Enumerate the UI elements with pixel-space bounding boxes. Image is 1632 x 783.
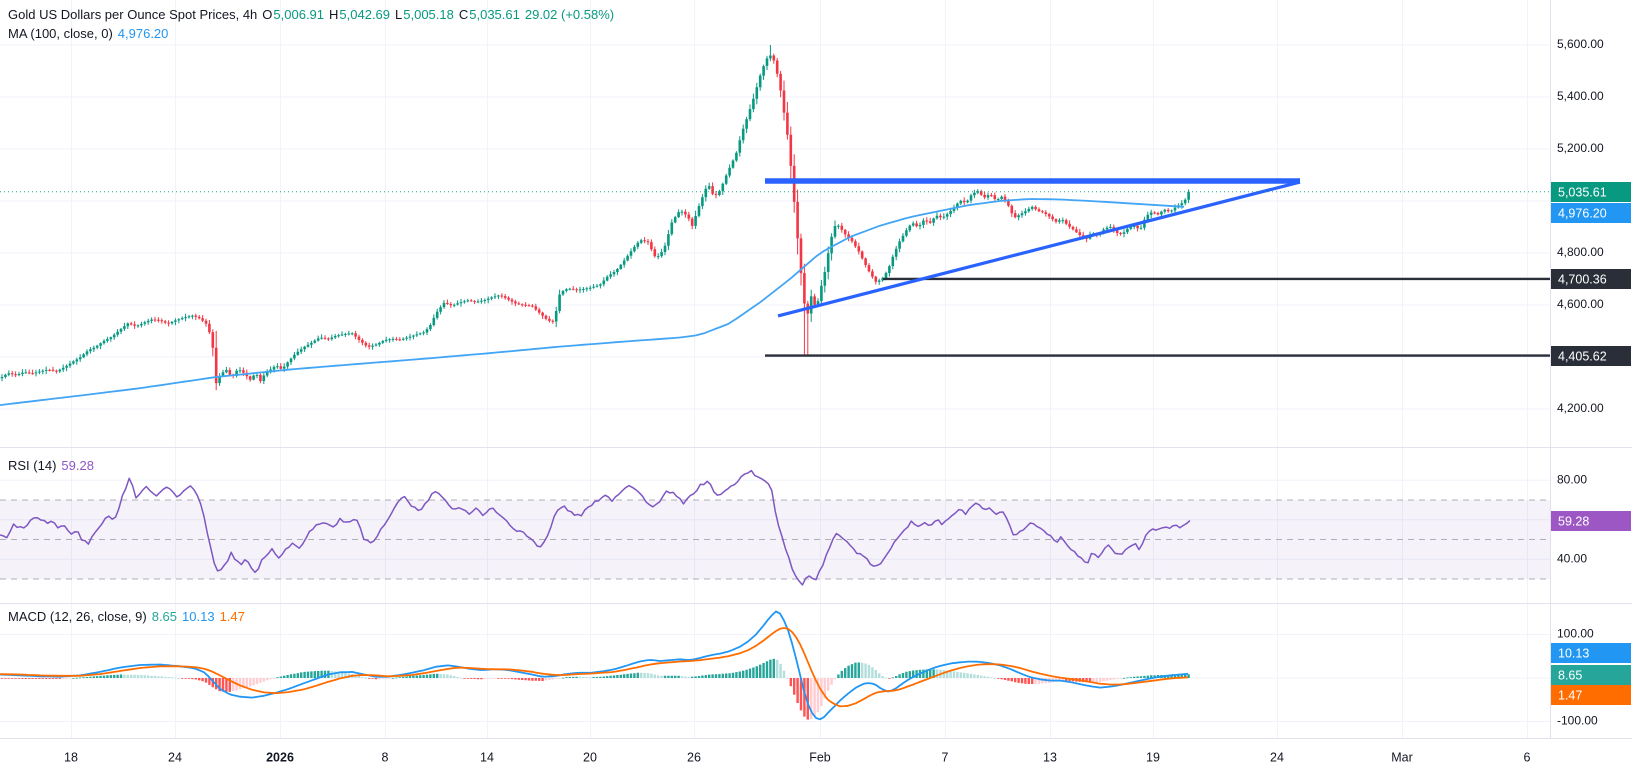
time-tick-label: 14 bbox=[480, 750, 494, 764]
change-value: 29.02 (+0.58%) bbox=[524, 7, 615, 22]
symbol-legend: Gold US Dollars per Ounce Spot Prices, 4… bbox=[8, 7, 614, 22]
time-tick-label: 26 bbox=[687, 750, 701, 764]
rsi-legend-value: 59.28 bbox=[61, 458, 94, 473]
axis-badge-label: 1.47 bbox=[1558, 688, 1582, 702]
ma-legend-value: 4,976.20 bbox=[117, 26, 169, 41]
axis-badge-label: 5,035.61 bbox=[1558, 185, 1607, 199]
time-tick-label: 24 bbox=[1270, 750, 1284, 764]
axis-badge: 59.28 bbox=[1551, 511, 1631, 531]
macd-tick-label: -100.00 bbox=[1557, 714, 1598, 728]
rsi-legend-label[interactable]: RSI (14) bbox=[8, 458, 57, 473]
rsi-tick-label: 40.00 bbox=[1557, 551, 1587, 565]
rsi-tick-label: 80.00 bbox=[1557, 472, 1587, 486]
time-tick-label: Mar bbox=[1391, 750, 1413, 764]
trend-line-drawing[interactable] bbox=[777, 180, 1301, 318]
time-tick-label: 8 bbox=[382, 750, 389, 764]
candlestick-series[interactable] bbox=[0, 45, 1190, 391]
time-tick-label: 24 bbox=[168, 750, 182, 764]
axis-badge: 1.47 bbox=[1551, 685, 1631, 705]
macd-histogram[interactable] bbox=[0, 658, 1190, 720]
axis-badge-label: 10.13 bbox=[1558, 646, 1589, 660]
macd-legend-label[interactable]: MACD (12, 26, close, 9) bbox=[8, 609, 147, 624]
time-tick-label: 2026 bbox=[266, 750, 294, 764]
ohlc-close: C 5,035.61 bbox=[458, 7, 520, 22]
axis-badge: 10.13 bbox=[1551, 643, 1631, 663]
ma-legend: MA (100, close, 0) 4,976.20 bbox=[8, 26, 168, 41]
axis-badge: 4,976.20 bbox=[1551, 203, 1631, 223]
hist-fall-up bbox=[123, 659, 996, 679]
macd-tick-label: 100.00 bbox=[1557, 627, 1594, 641]
time-tick-label: 6 bbox=[1524, 750, 1531, 764]
axis-badge-label: 4,700.36 bbox=[1558, 272, 1607, 286]
macd-hist-value: 8.65 bbox=[151, 609, 178, 624]
ma-line[interactable] bbox=[0, 198, 1185, 406]
signal-line[interactable] bbox=[0, 627, 1189, 708]
panel-separators[interactable] bbox=[0, 0, 1632, 739]
price-axis[interactable]: 5,600.00 5,400.00 5,200.00 4,800.00 4,600.00… bbox=[1551, 37, 1631, 728]
macd-signal-value: 1.47 bbox=[219, 609, 245, 624]
price-tick-label: 5,200.00 bbox=[1557, 141, 1604, 155]
ma-legend-label[interactable]: MA (100, close, 0) bbox=[8, 26, 113, 41]
time-tick-label: 18 bbox=[64, 750, 78, 764]
axis-badge-label: 8.65 bbox=[1558, 668, 1582, 682]
ohlc-high: H 5,042.69 bbox=[329, 7, 391, 22]
time-tick-label: 19 bbox=[1146, 750, 1160, 764]
axis-badge-label: 4,976.20 bbox=[1558, 206, 1607, 220]
price-tick-label: 4,200.00 bbox=[1557, 401, 1604, 415]
axis-badge: 8.65 bbox=[1551, 665, 1631, 685]
rsi-line[interactable] bbox=[0, 469, 1191, 586]
macd-line-value: 10.13 bbox=[182, 609, 215, 624]
price-tick-label: 4,800.00 bbox=[1557, 245, 1604, 259]
time-tick-label: Feb bbox=[809, 750, 831, 764]
price-tick-label: 5,600.00 bbox=[1557, 37, 1604, 51]
axis-badge: 4,405.62 bbox=[1551, 346, 1631, 366]
axis-badge-label: 59.28 bbox=[1558, 514, 1589, 528]
macd-legend: MACD (12, 26, close, 9) 8.65 10.13 1.47 bbox=[8, 609, 245, 624]
hist-grow-up bbox=[72, 658, 1190, 679]
axis-badge-label: 4,405.62 bbox=[1558, 349, 1607, 363]
symbol-title[interactable]: Gold US Dollars per Ounce Spot Prices, 4… bbox=[8, 7, 258, 22]
rsi-legend: RSI (14) 59.28 bbox=[8, 458, 94, 473]
time-tick-label: 7 bbox=[942, 750, 949, 764]
ohlc-open: O 5,006.91 bbox=[262, 7, 325, 22]
price-tick-label: 5,400.00 bbox=[1557, 89, 1604, 103]
ohlc-low: L 5,005.18 bbox=[395, 7, 454, 22]
price-tick-label: 4,600.00 bbox=[1557, 297, 1604, 311]
axis-badge: 5,035.61 bbox=[1551, 182, 1631, 202]
time-tick-label: 20 bbox=[583, 750, 597, 764]
time-tick-label: 13 bbox=[1043, 750, 1057, 764]
axis-badge: 4,700.36 bbox=[1551, 269, 1631, 289]
time-axis[interactable]: 18 24 2026 8 14 20 26 Feb 7 13 19 24 Mar 6 bbox=[64, 750, 1530, 764]
grid-layer bbox=[0, 0, 1550, 738]
macd-line[interactable] bbox=[0, 610, 1189, 721]
